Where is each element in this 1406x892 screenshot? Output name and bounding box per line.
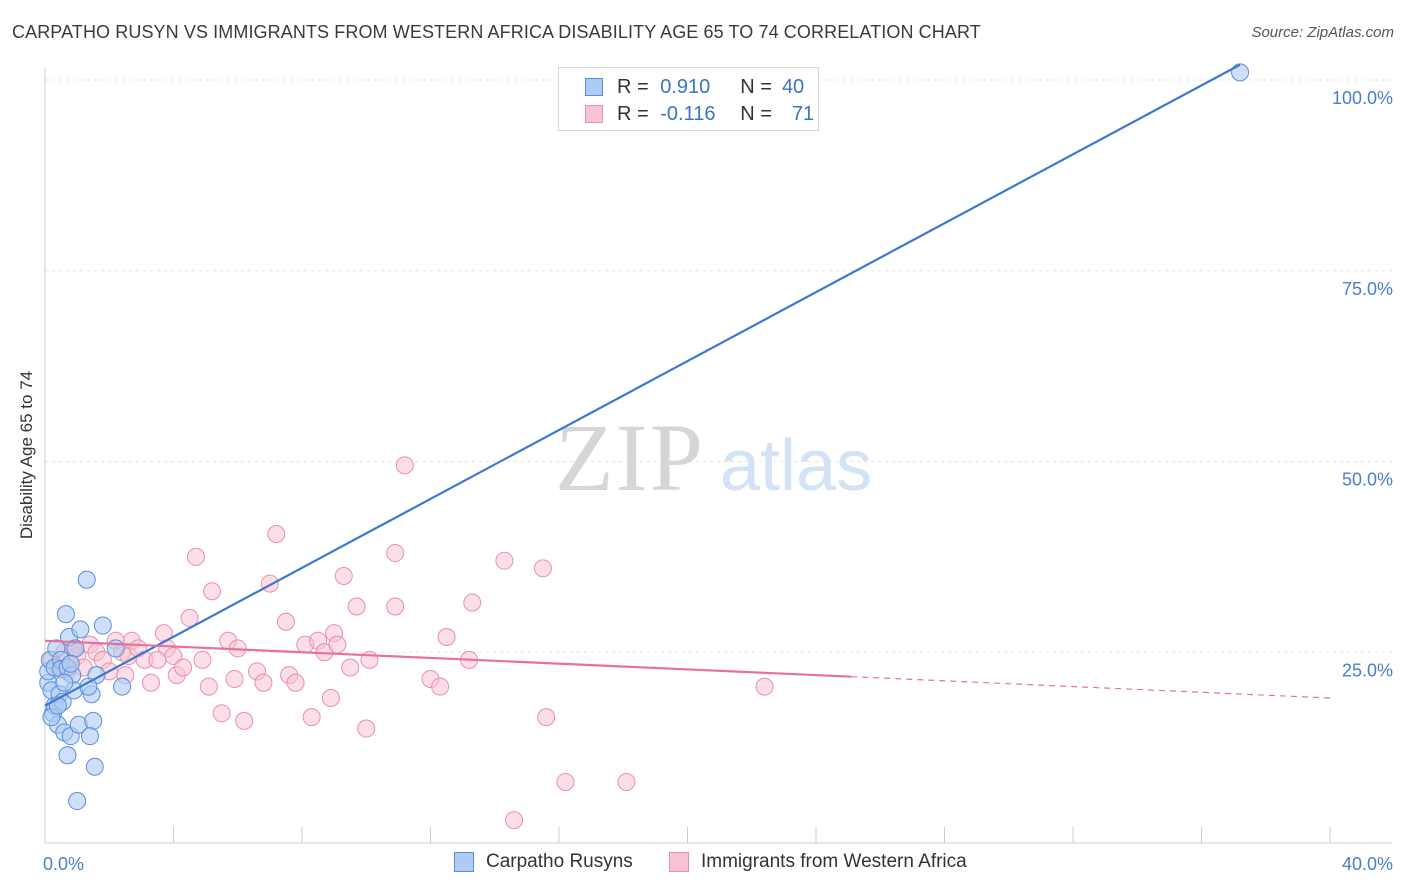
x-tick-label: 40.0% (1342, 854, 1393, 874)
data-point-carpatho (61, 654, 80, 673)
legend-row-carpatho: R = 0.910 N = 40 (585, 75, 804, 99)
data-point-carpatho (93, 616, 112, 635)
data-point-immigrants (321, 689, 340, 708)
tick-labels: 25.0% 50.0% 75.0% 100.0% 0.0% 40.0% (43, 88, 1393, 874)
data-point-immigrants (556, 772, 575, 791)
legend-swatch-pink (669, 852, 689, 872)
legend-r-label: R = (617, 75, 649, 98)
y-tick-label: 50.0% (1342, 470, 1393, 490)
series-carpatho-rusyns (39, 63, 1250, 811)
legend-item-carpatho-rusyns: Carpatho Rusyns (454, 851, 633, 873)
y-tick-label: 75.0% (1342, 279, 1393, 299)
data-point-carpatho (77, 570, 96, 589)
legend-n-label: N = (740, 102, 772, 125)
data-point-immigrants (386, 597, 405, 616)
legend-label-carpatho-rusyns: Carpatho Rusyns (486, 851, 633, 872)
y-tick-label: 100.0% (1332, 88, 1393, 108)
data-point-immigrants (225, 669, 244, 688)
trend-line-immigrants (44, 639, 852, 678)
data-point-carpatho (113, 677, 132, 696)
data-point-immigrants (254, 673, 273, 692)
data-point-carpatho (80, 727, 99, 746)
gridlines (45, 79, 1392, 653)
data-point-carpatho (84, 711, 103, 730)
data-point-immigrants (186, 547, 205, 566)
watermark-zip: ZIP (555, 404, 705, 511)
data-point-immigrants (395, 456, 414, 475)
legend-r-value: -0.116 (660, 102, 716, 125)
x-tick-label: 0.0% (43, 854, 84, 874)
trend-lines (44, 63, 1331, 707)
data-point-carpatho (55, 673, 74, 692)
data-point-immigrants (437, 627, 456, 646)
chart-title: CARPATHO RUSYN VS IMMIGRANTS FROM WESTER… (12, 22, 981, 42)
data-point-immigrants (267, 524, 286, 543)
legend-row-immigrants: R = -0.116 N = 71 (585, 102, 814, 126)
data-point-immigrants (533, 559, 552, 578)
data-point-immigrants (386, 544, 405, 563)
legend-n-value: 71 (791, 102, 815, 125)
data-point-immigrants (537, 708, 556, 727)
data-point-immigrants (328, 635, 347, 654)
data-point-carpatho (68, 792, 87, 811)
data-point-immigrants (302, 708, 321, 727)
legend-swatch-blue (454, 852, 474, 872)
data-point-carpatho (71, 620, 90, 639)
legend-item-immigrants: Immigrants from Western Africa (669, 851, 967, 873)
data-point-carpatho (85, 757, 104, 776)
data-point-immigrants (755, 677, 774, 696)
y-tick-label: 25.0% (1342, 660, 1393, 680)
data-point-immigrants (180, 608, 199, 627)
data-point-carpatho (1231, 63, 1250, 82)
data-point-immigrants (193, 650, 212, 669)
data-point-carpatho (106, 639, 125, 658)
data-point-immigrants (235, 711, 254, 730)
data-point-carpatho (58, 746, 77, 765)
data-point-immigrants (357, 719, 376, 738)
data-point-immigrants (276, 612, 295, 631)
source-label: Source: ZipAtlas.com (1251, 24, 1394, 41)
legend-n-value: 40 (781, 75, 805, 98)
data-point-immigrants (260, 574, 279, 593)
series-immigrants-western-africa (42, 456, 774, 830)
data-point-immigrants (148, 650, 167, 669)
data-point-immigrants (617, 772, 636, 791)
legend-n-label: N = (740, 75, 772, 98)
data-point-immigrants (505, 811, 524, 830)
trend-line-immigrants-extension (851, 676, 1331, 699)
watermark: ZIP atlas (555, 404, 872, 511)
data-point-immigrants (495, 551, 514, 570)
data-point-immigrants (463, 593, 482, 612)
data-point-immigrants (431, 677, 450, 696)
legend-swatch-pink (585, 105, 603, 123)
data-point-immigrants (286, 673, 305, 692)
correlation-legend: R = 0.910 N = 40 R = -0.116 N = 71 (558, 67, 819, 131)
legend-r-label: R = (617, 102, 649, 125)
data-point-immigrants (341, 658, 360, 677)
data-point-immigrants (347, 597, 366, 616)
legend-r-value: 0.910 (660, 75, 711, 98)
legend-swatch-blue (585, 78, 603, 96)
watermark-atlas: atlas (720, 426, 872, 506)
trend-line-carpatho (44, 63, 1241, 707)
data-point-immigrants (142, 673, 161, 692)
data-point-immigrants (203, 582, 222, 601)
series-legend: Carpatho Rusyns Immigrants from Western … (0, 851, 1406, 879)
data-point-carpatho (56, 605, 75, 624)
data-point-immigrants (334, 566, 353, 585)
legend-label-immigrants: Immigrants from Western Africa (701, 851, 967, 872)
data-point-immigrants (199, 677, 218, 696)
data-point-immigrants (212, 704, 231, 723)
data-point-immigrants (174, 658, 193, 677)
